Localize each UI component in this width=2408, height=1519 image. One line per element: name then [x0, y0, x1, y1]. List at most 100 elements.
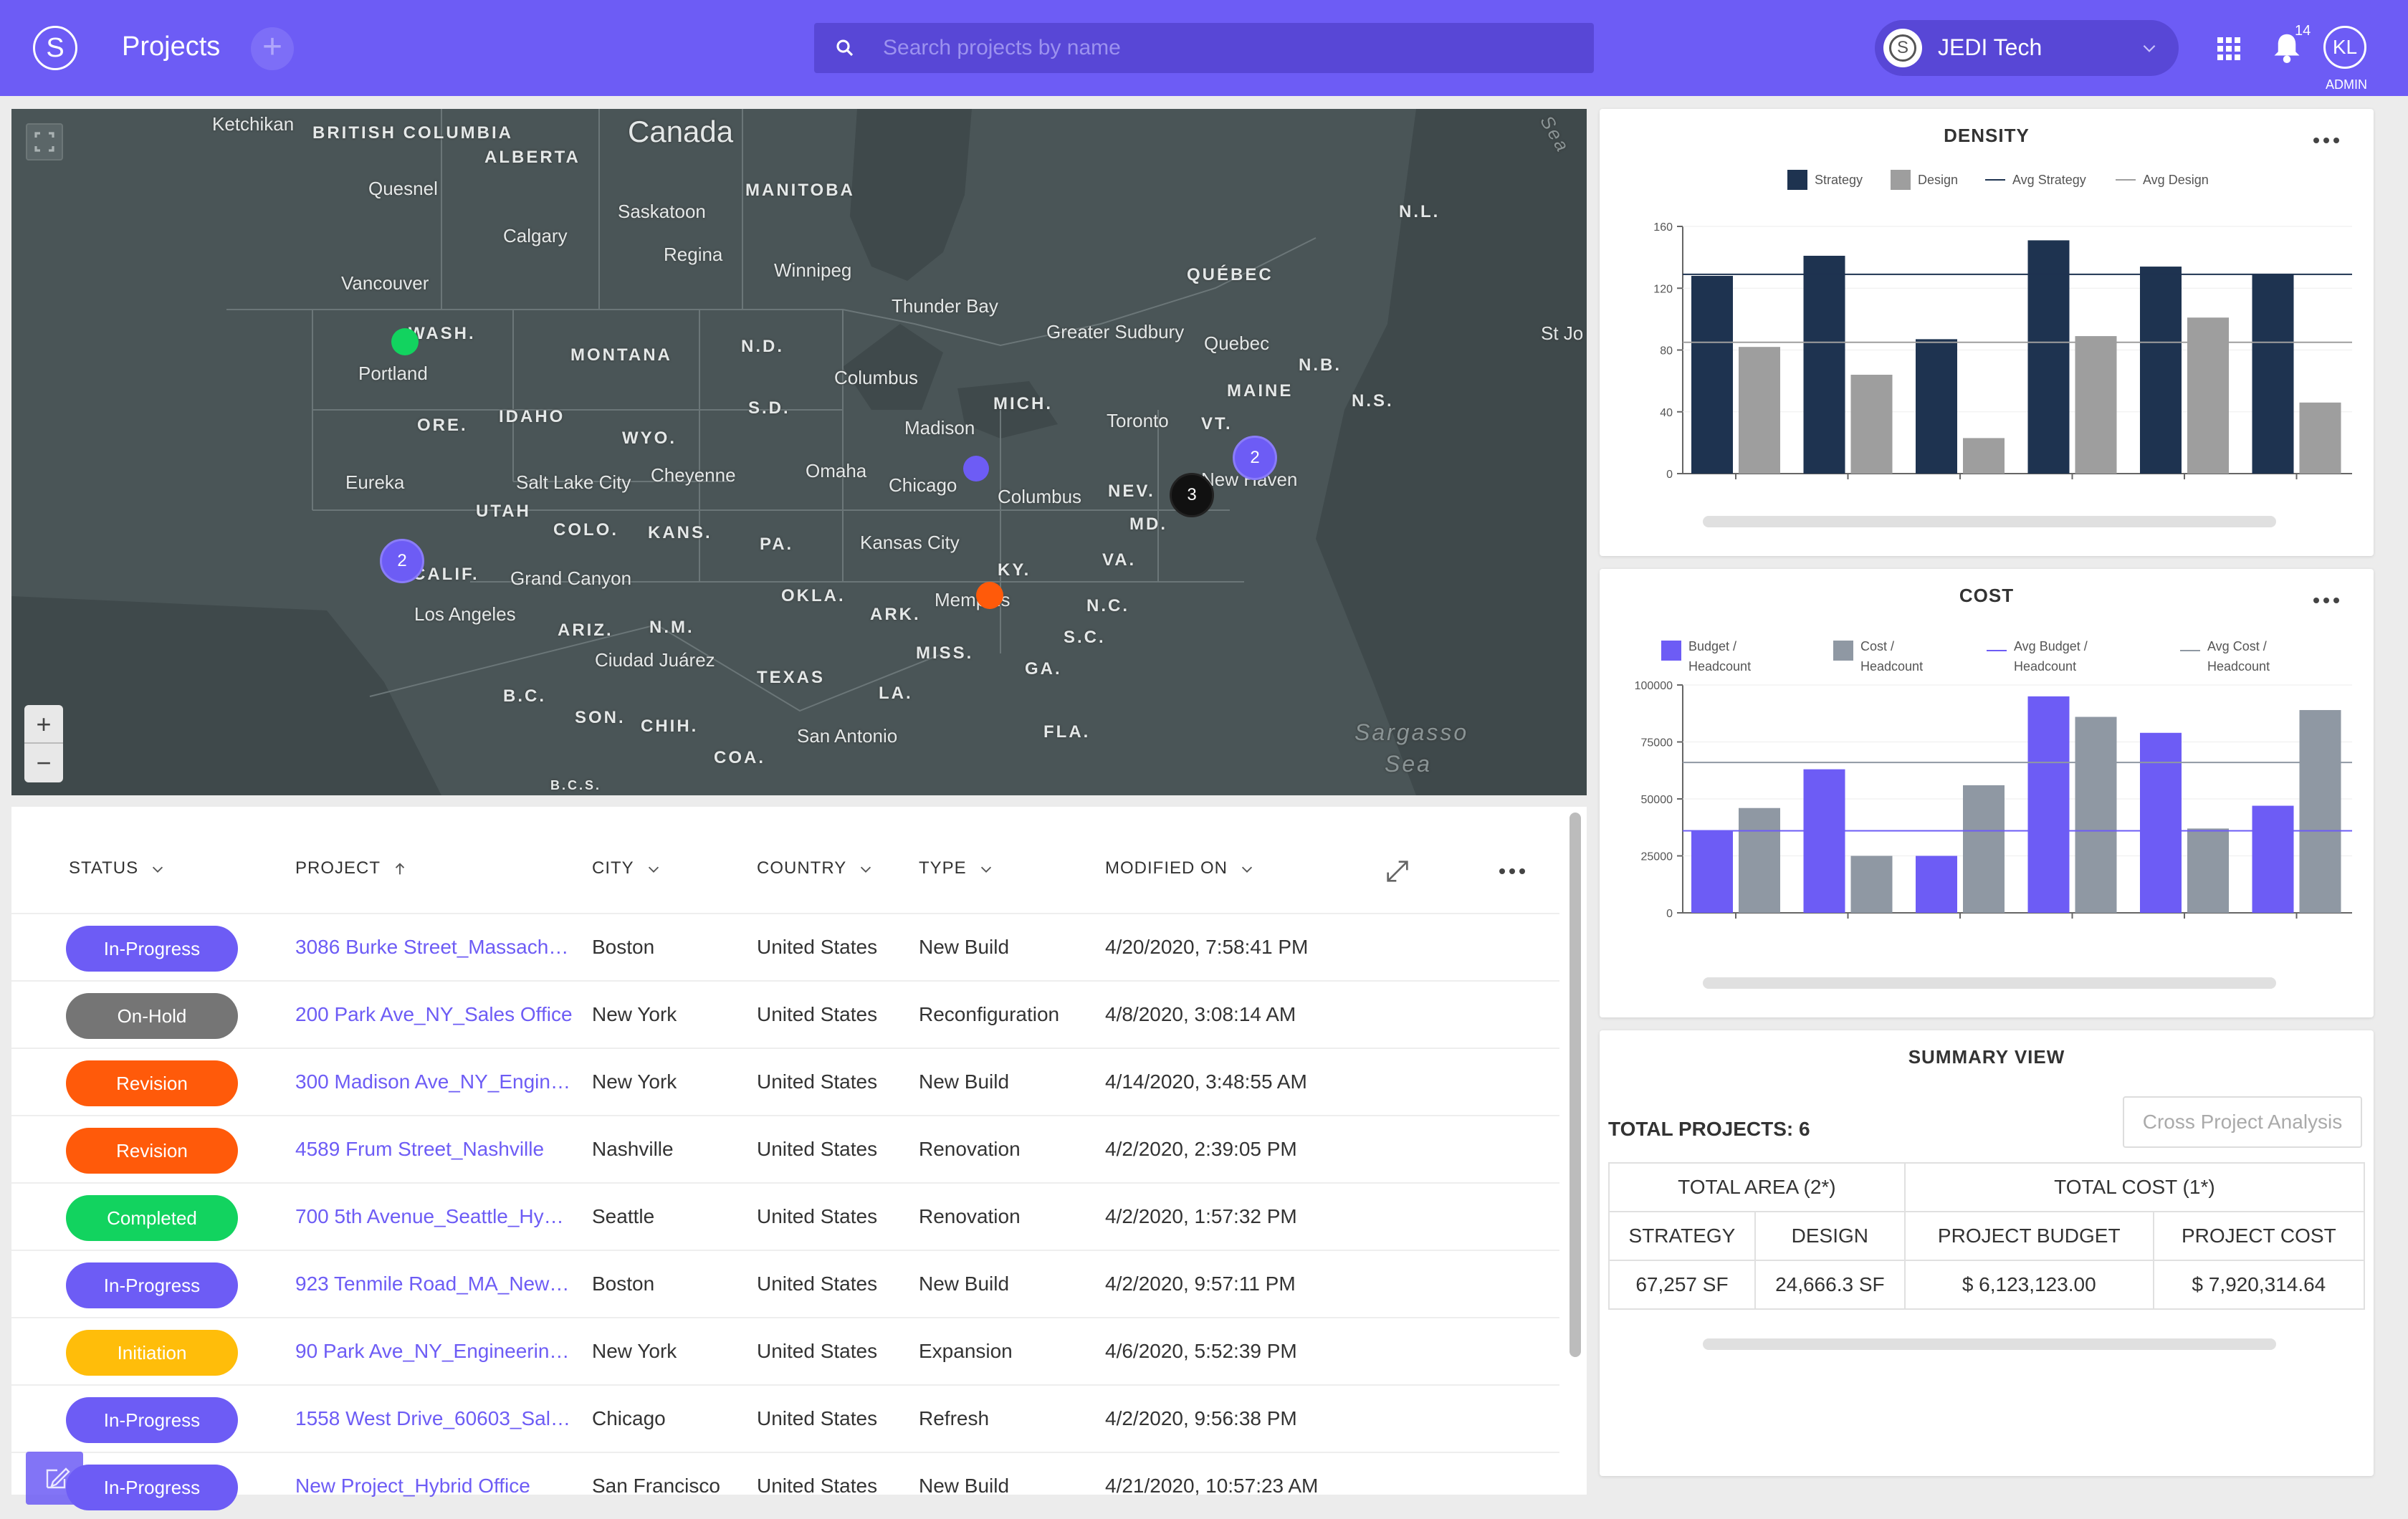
legend-swatch: [1833, 641, 1853, 661]
map-state-label: N.L.: [1399, 202, 1440, 221]
bar: [1691, 276, 1733, 474]
status-badge: Initiation: [66, 1330, 238, 1376]
type-cell: Reconfiguration: [919, 1003, 1060, 1025]
expand-icon[interactable]: [1383, 857, 1412, 886]
company-selector[interactable]: S JEDI Tech: [1875, 20, 2179, 76]
project-link[interactable]: 90 Park Ave_NY_Engineering Office: [295, 1340, 573, 1362]
table-row[interactable]: In-Progress 923 Tenmile Road_MA_NewOffice…: [11, 1250, 1559, 1317]
apps-grid-icon[interactable]: [2216, 36, 2242, 62]
y-tick-label: 160: [1653, 221, 1673, 234]
fullscreen-map-button[interactable]: [26, 123, 63, 160]
zoom-out-button[interactable]: −: [36, 748, 52, 777]
table-row[interactable]: Initiation 90 Park Ave_NY_Engineering Off…: [11, 1317, 1559, 1384]
fullscreen-icon: [34, 132, 54, 152]
map-city-label: Ketchikan: [212, 113, 295, 135]
map-marker-in-progress[interactable]: [963, 456, 989, 481]
chevron-down-icon: [980, 866, 991, 873]
cross-project-analysis-button[interactable]: Cross Project Analysis: [2123, 1096, 2362, 1148]
map-state-label: COLO.: [553, 520, 618, 540]
map-state-label: B.C.: [503, 686, 546, 706]
map-city-label: San Antonio: [797, 725, 898, 747]
table-row[interactable]: Revision 300 Madison Ave_NY_Engineering Ne…: [11, 1048, 1559, 1115]
map-state-label: MISS.: [916, 643, 974, 663]
chevron-down-icon: [1241, 866, 1253, 873]
total-area-header: TOTAL AREA (2*): [1608, 1162, 1906, 1212]
chart-scrollbar[interactable]: [1703, 516, 2276, 527]
projects-map[interactable]: Ketchikan BRITISH COLUMBIA ALBERTA Canad…: [11, 109, 1587, 795]
project-link[interactable]: 3086 Burke Street_Massachusetts: [295, 936, 573, 958]
country-cell: United States: [757, 1340, 878, 1362]
table-row[interactable]: Completed 700 5th Avenue_Seattle_Hybrid Se…: [11, 1182, 1559, 1250]
map-city-label: Los Angeles: [414, 603, 516, 625]
modified-cell: 4/6/2020, 5:52:39 PM: [1105, 1340, 1297, 1362]
y-tick-label: 0: [1666, 908, 1673, 920]
map-state-label: OKLA.: [781, 586, 846, 605]
chart-scrollbar[interactable]: [1703, 977, 2276, 989]
more-options-icon[interactable]: [2312, 136, 2341, 145]
app-logo[interactable]: S: [33, 26, 77, 70]
map-state-label: KY.: [998, 560, 1031, 580]
map-cluster-marker[interactable]: 2: [1233, 436, 1277, 480]
chevron-down-icon: [648, 866, 659, 873]
map-city-label: Saskatoon: [618, 201, 706, 222]
modified-cell: 4/2/2020, 9:57:11 PM: [1105, 1273, 1296, 1295]
city-cell: New York: [592, 1340, 677, 1362]
user-avatar[interactable]: KL: [2323, 26, 2366, 69]
bar: [1803, 255, 1845, 474]
summary-scrollbar[interactable]: [1703, 1338, 2276, 1350]
project-link[interactable]: 300 Madison Ave_NY_Engineering: [295, 1070, 573, 1093]
feedback-button[interactable]: [26, 1452, 83, 1505]
city-cell: Boston: [592, 936, 655, 958]
map-marker-completed[interactable]: [391, 328, 419, 355]
zoom-in-button[interactable]: +: [24, 705, 63, 744]
project-link[interactable]: 1558 West Drive_60603_Sales Office: [295, 1407, 573, 1429]
bar: [2027, 240, 2070, 474]
type-cell: Renovation: [919, 1138, 1021, 1160]
table-scrollbar[interactable]: [1570, 813, 1581, 1357]
more-options-icon[interactable]: [1498, 867, 1526, 876]
modified-cell: 4/20/2020, 7:58:41 PM: [1105, 936, 1309, 958]
search-input[interactable]: [883, 23, 1571, 73]
project-link[interactable]: 4589 Frum Street_Nashville: [295, 1138, 545, 1160]
type-cell: New Build: [919, 1070, 1010, 1093]
bar: [2299, 709, 2341, 913]
notification-bell-icon[interactable]: [2272, 32, 2302, 64]
more-options-icon[interactable]: [2312, 596, 2341, 605]
project-link[interactable]: 923 Tenmile Road_MA_NewOffice: [295, 1273, 573, 1295]
map-state-label: N.D.: [741, 337, 784, 356]
map-cluster-marker[interactable]: 2: [380, 539, 424, 583]
column-header-type[interactable]: TYPE: [919, 858, 994, 878]
map-cluster-marker[interactable]: 3: [1170, 473, 1214, 517]
map-state-label: S.D.: [748, 398, 790, 418]
status-badge: Revision: [66, 1128, 238, 1174]
map-state-label: COA.: [714, 748, 765, 767]
project-link[interactable]: 700 5th Avenue_Seattle_Hybrid: [295, 1205, 573, 1227]
map-state-label: CHIH.: [641, 717, 699, 736]
table-row[interactable]: On-Hold 200 Park Ave_NY_Sales Office New Y…: [11, 980, 1559, 1048]
status-badge: On-Hold: [66, 993, 238, 1039]
summary-title: SUMMARY VIEW: [1908, 1046, 2065, 1068]
chevron-down-icon: [2143, 44, 2156, 52]
summary-value-strategy: 67,257 SF: [1608, 1260, 1756, 1310]
summary-col-strategy: STRATEGY: [1608, 1211, 1756, 1261]
table-row[interactable]: In-Progress New Project_Hybrid Office San …: [11, 1452, 1559, 1519]
column-header-country[interactable]: COUNTRY: [757, 858, 874, 878]
summary-col-design: DESIGN: [1754, 1211, 1906, 1261]
column-header-modified[interactable]: MODIFIED ON: [1105, 858, 1255, 878]
column-header-project[interactable]: PROJECT: [295, 858, 408, 878]
bar: [2187, 828, 2229, 913]
legend-swatch: [1787, 170, 1807, 190]
table-row[interactable]: Revision 4589 Frum Street_Nashville Nashvi…: [11, 1115, 1559, 1182]
bar: [2140, 732, 2182, 913]
column-header-status[interactable]: STATUS: [69, 858, 166, 878]
column-header-city[interactable]: CITY: [592, 858, 661, 878]
project-link[interactable]: New Project_Hybrid Office: [295, 1475, 530, 1497]
table-row[interactable]: In-Progress 3086 Burke Street_Massachuset…: [11, 913, 1559, 980]
summary-value-design: 24,666.3 SF: [1754, 1260, 1906, 1310]
map-marker-revision[interactable]: [976, 582, 1003, 609]
add-project-button[interactable]: +: [251, 27, 294, 70]
map-city-label: Toronto: [1107, 410, 1169, 431]
project-link[interactable]: 200 Park Ave_NY_Sales Office: [295, 1003, 573, 1025]
map-city-label: Ciudad Juárez: [595, 649, 715, 671]
table-row[interactable]: In-Progress 1558 West Drive_60603_Sales O…: [11, 1384, 1559, 1452]
